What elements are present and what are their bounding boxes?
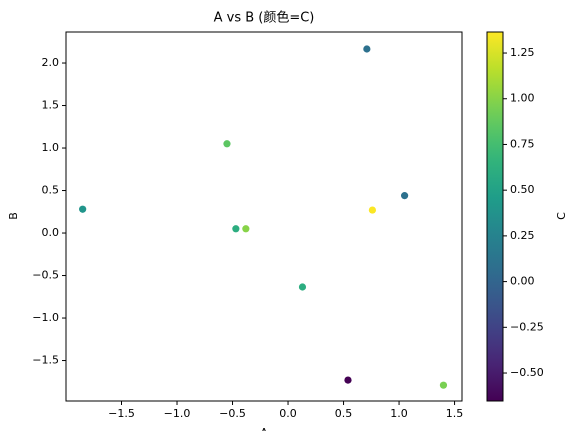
colorbar-tick-label: 1.00 (510, 92, 535, 105)
y-axis-label: B (7, 212, 20, 220)
x-tick-label: 0.5 (335, 407, 353, 420)
colorbar (486, 31, 504, 402)
point (363, 45, 371, 53)
y-tick-label: 2.0 (42, 56, 60, 69)
colorbar-tick-label: 0.50 (510, 183, 535, 196)
x-tick-label: −0.5 (219, 407, 246, 420)
colorbar-tick-label: 1.25 (510, 46, 535, 59)
point (223, 140, 231, 148)
colorbar-tick-label: −0.25 (510, 320, 544, 333)
colorbar-tick-label: 0.00 (510, 275, 535, 288)
y-tick-label: 1.0 (42, 141, 60, 154)
point (344, 376, 352, 384)
plot-frame (65, 31, 463, 402)
x-tick-label: 1.0 (390, 407, 408, 420)
point (439, 381, 448, 389)
y-tick-label: −1.0 (32, 311, 59, 324)
x-tick-label: 0.0 (279, 407, 297, 420)
point (242, 225, 250, 233)
colorbar-label: C (555, 212, 568, 220)
x-tick-label: 1.5 (446, 407, 464, 420)
x-tick-label: −1.5 (108, 407, 135, 420)
y-tick-label: 0.0 (42, 226, 60, 239)
point (401, 192, 409, 200)
colorbar-tick-label: 0.75 (510, 137, 535, 150)
chart-title: A vs B (颜色=C) (214, 10, 315, 26)
point (368, 206, 377, 214)
colorbar-tick-label: −0.50 (510, 366, 544, 379)
y-tick-label: 0.5 (42, 184, 60, 197)
y-tick-label: 1.5 (42, 99, 60, 112)
point (232, 225, 240, 233)
colorbar-tick-label: 0.25 (510, 229, 535, 242)
point (79, 205, 87, 213)
x-axis-label: A (260, 426, 268, 431)
x-tick-label: −1.0 (164, 407, 191, 420)
point (298, 283, 307, 291)
y-tick-label: −0.5 (32, 269, 59, 282)
y-tick-label: −1.5 (32, 354, 59, 367)
